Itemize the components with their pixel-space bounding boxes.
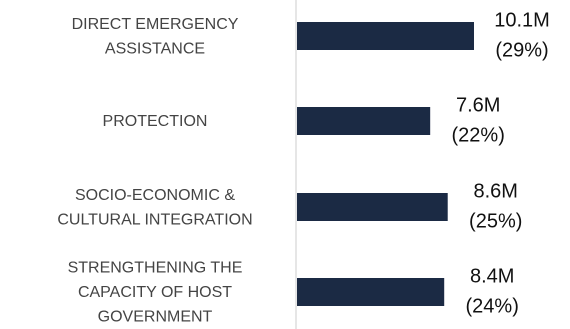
share-label: (25%)	[469, 210, 522, 232]
category-label: PROTECTION	[103, 113, 208, 130]
bar	[297, 278, 445, 306]
bar	[297, 193, 448, 221]
value-label: 10.1M	[494, 9, 550, 31]
share-label: (29%)	[495, 39, 548, 61]
value-label: 8.4M	[470, 265, 514, 287]
value-label: 7.6M	[456, 94, 500, 116]
bar	[297, 22, 474, 50]
share-label: (24%)	[466, 295, 519, 317]
category-label: SOCIO-ECONOMIC &	[75, 187, 235, 204]
share-label: (22%)	[452, 124, 505, 146]
category-label: CAPACITY OF HOST	[78, 284, 232, 301]
category-label: GOVERNMENT	[98, 309, 213, 326]
bar	[297, 107, 431, 135]
category-label: ASSISTANCE	[105, 40, 205, 57]
category-label: CULTURAL INTEGRATION	[57, 211, 252, 228]
value-label: 8.6M	[473, 180, 517, 202]
category-label: STRENGTHENING THE	[68, 260, 243, 277]
category-label: DIRECT EMERGENCY	[72, 16, 239, 33]
